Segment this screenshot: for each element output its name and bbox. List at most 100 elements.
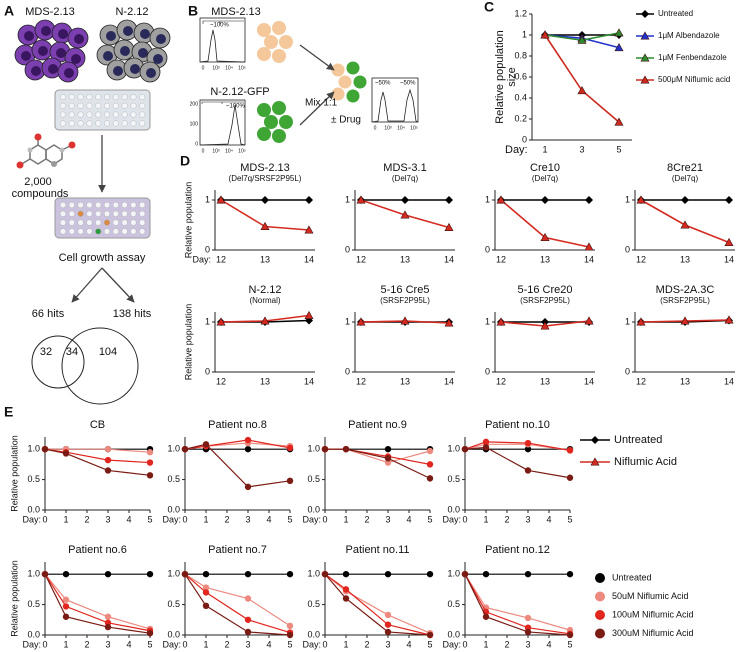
- hist-ticks: 0 10³ 10⁴ 10⁵ 0 10³ 10⁴ 10⁵ 0 10³ 10⁴ 10⁵: [202, 65, 418, 154]
- marker: [304, 225, 314, 234]
- x-tick-label: 12: [356, 376, 366, 386]
- x-tick-label: 3: [525, 514, 530, 524]
- cell: [338, 75, 352, 89]
- well: [68, 219, 75, 226]
- hits-label: 138 hits: [113, 308, 152, 320]
- legend-label: 1μM Albendazole: [658, 31, 720, 40]
- well: [95, 111, 102, 118]
- nucleus: [140, 29, 150, 39]
- x-axis-label: Day:: [192, 254, 211, 264]
- marker: [585, 196, 593, 204]
- marker: [496, 317, 506, 326]
- cell: [264, 115, 278, 129]
- cell-line-label: N-2.12: [115, 6, 148, 18]
- well: [77, 210, 84, 217]
- marker: [244, 436, 252, 444]
- nucleus: [103, 51, 113, 61]
- x-axis-label: Day:: [162, 514, 181, 524]
- x-axis-label: Day:: [442, 514, 461, 524]
- y-tick-label: 0: [205, 244, 210, 254]
- marker: [104, 613, 112, 620]
- series-line: [44, 573, 151, 632]
- hist-tick-label: 0: [195, 141, 198, 147]
- y-tick-label: 1: [345, 194, 350, 204]
- well: [103, 120, 110, 127]
- x-tick-label: 3: [105, 639, 110, 649]
- panel-subtitle: (Normal): [249, 296, 280, 305]
- x-tick-label: 1: [483, 639, 488, 649]
- x-tick-label: 13: [680, 376, 690, 386]
- x-tick-label: 14: [304, 376, 314, 386]
- well: [112, 228, 119, 235]
- well: [60, 102, 67, 109]
- assay-label: Cell growth assay: [59, 252, 146, 264]
- marker: [384, 445, 392, 453]
- x-axis-label: Day:: [442, 639, 461, 649]
- well: [60, 120, 67, 127]
- panel-title: MDS-2.13: [240, 162, 290, 174]
- panel-title: Patient no.11: [345, 544, 409, 556]
- cell: [272, 49, 286, 63]
- x-tick-label: 13: [680, 254, 690, 264]
- y-tick-label: 1: [205, 316, 210, 326]
- hist-tick-label: 10³: [384, 125, 392, 131]
- y-tick-label: 1.0: [27, 569, 40, 579]
- y-tick-label: 0.0: [447, 504, 460, 514]
- marker: [496, 195, 506, 204]
- marker: [181, 570, 189, 578]
- y-tick-label: 1.0: [307, 569, 320, 579]
- x-tick-label: 12: [216, 254, 226, 264]
- panel-title: 5-16 Cre20: [517, 284, 572, 296]
- panel-subtitle: (Del7q): [392, 174, 419, 183]
- well: [95, 102, 102, 109]
- y-tick-label: 1: [485, 316, 490, 326]
- x-tick-label: 0: [182, 639, 187, 649]
- well: [86, 210, 93, 217]
- panel-title: MDS-3.1: [383, 162, 426, 174]
- nucleus: [64, 68, 74, 78]
- x-tick-label: 4: [126, 639, 131, 649]
- marker: [540, 232, 550, 241]
- panel-label: A: [4, 3, 14, 19]
- x-tick-label: 4: [406, 514, 411, 524]
- cell: [272, 21, 286, 35]
- hist-tick-label: 10³: [212, 65, 220, 71]
- cell: [264, 35, 278, 49]
- cell-line-label: MDS-2.13: [211, 6, 261, 18]
- cell: [346, 89, 360, 103]
- marker: [104, 623, 112, 631]
- well: [121, 102, 128, 109]
- marker: [104, 445, 112, 453]
- x-tick-label: 2: [364, 514, 369, 524]
- marker: [181, 445, 189, 453]
- x-tick-label: 3: [245, 639, 250, 649]
- well: [112, 93, 119, 100]
- marker: [636, 195, 646, 204]
- well: [95, 228, 102, 235]
- panel-title: MDS-2A.3C: [656, 284, 715, 296]
- x-tick-label: 0: [322, 514, 327, 524]
- marker: [41, 445, 49, 453]
- y-axis-label: Relative population: [183, 182, 193, 259]
- y-tick-label: 1: [625, 316, 630, 326]
- marker: [426, 447, 434, 455]
- y-tick-label: 0.5: [167, 474, 180, 484]
- series-line: [324, 573, 431, 636]
- series-line: [184, 573, 291, 634]
- marker: [524, 439, 532, 447]
- marker: [541, 196, 549, 204]
- x-tick-label: 14: [584, 254, 594, 264]
- x-tick-label: 14: [444, 376, 454, 386]
- well: [68, 201, 75, 208]
- hist-tick-label: 10⁴: [397, 125, 405, 131]
- x-tick-label: 4: [406, 639, 411, 649]
- arrow: [101, 267, 135, 303]
- marker: [286, 570, 294, 578]
- x-tick-label: 13: [260, 254, 270, 264]
- x-tick-label: 5: [287, 514, 292, 524]
- marker: [384, 455, 392, 462]
- series-line: [324, 573, 431, 634]
- marker: [444, 222, 454, 231]
- cell: [353, 75, 367, 89]
